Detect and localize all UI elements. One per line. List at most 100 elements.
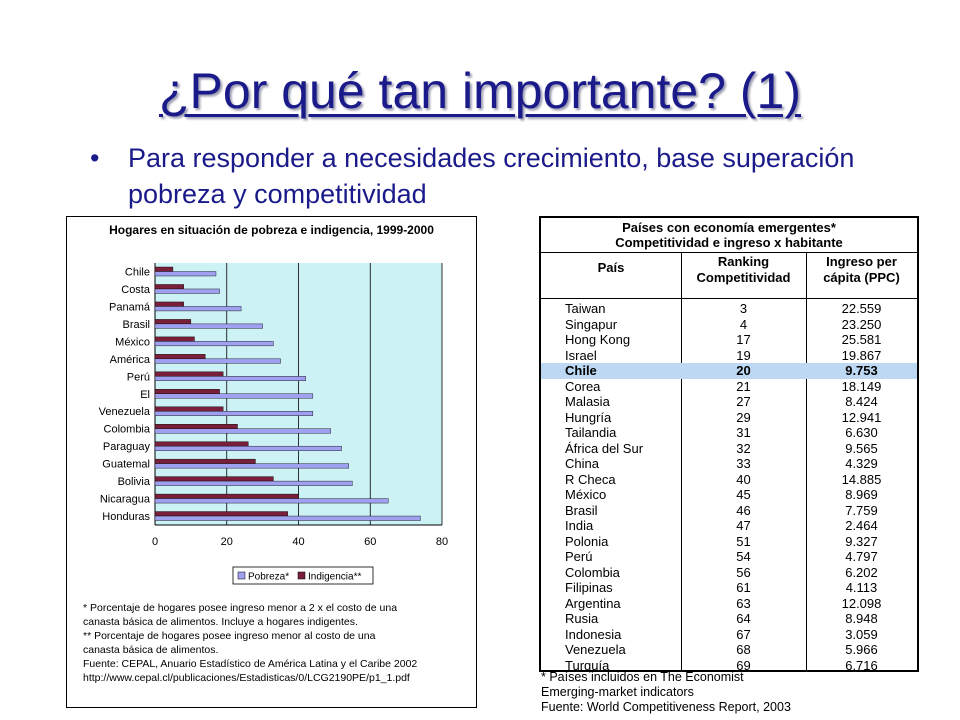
- cell-pais: Taiwan: [565, 301, 606, 316]
- bar-pobreza: [154, 358, 281, 364]
- cell-ranking: 40: [736, 471, 751, 487]
- cell-ingreso: 4.797: [845, 549, 878, 564]
- bar-pobreza: [154, 323, 263, 329]
- cell-ingreso: 4.329: [845, 456, 878, 471]
- chart-title: Hogares en situación de pobreza e indige…: [109, 223, 434, 237]
- category-label: Panamá: [109, 301, 151, 313]
- table-note-line: Emerging-market indicators: [541, 685, 694, 699]
- cell-ranking: 68: [736, 642, 751, 657]
- cell-ingreso: 9.565: [845, 440, 878, 456]
- cell-pais: África del Sur: [565, 440, 644, 456]
- table-row: Hong Kong 17 25.581: [541, 332, 917, 348]
- category-label: Paraguay: [103, 441, 151, 453]
- table-row: Brasil 46 7.759: [541, 503, 917, 519]
- cell-ranking: 51: [736, 533, 751, 549]
- cell-ranking: 69: [736, 657, 751, 673]
- bar-indigencia: [154, 284, 184, 290]
- cell-pais: Turquía: [565, 657, 610, 673]
- category-label: México: [115, 336, 150, 348]
- cell-pais: China: [565, 456, 599, 471]
- x-tick-label: 40: [292, 536, 304, 548]
- bar-pobreza: [154, 445, 342, 451]
- cell-ingreso: 12.941: [841, 409, 882, 425]
- cell-ranking: 33: [736, 456, 751, 471]
- cell-pais: India: [565, 518, 594, 533]
- cell-pais: Singapur: [565, 316, 618, 332]
- x-tick-label: 60: [364, 536, 376, 548]
- cell-ingreso: 22.559: [841, 301, 882, 316]
- cell-ranking: 27: [736, 394, 751, 409]
- table-row: Corea 21 18.149: [541, 379, 917, 395]
- bar-pobreza: [154, 463, 349, 469]
- category-label: Chile: [125, 267, 150, 279]
- table-column-divider: [806, 252, 807, 670]
- cell-ingreso: 18.149: [841, 378, 882, 394]
- cell-ranking: 67: [736, 626, 751, 642]
- table-row: Singapur 4 23.250: [541, 317, 917, 333]
- cell-ranking: 61: [736, 580, 751, 595]
- cell-ingreso: 6.202: [845, 564, 878, 580]
- table-notes: * Países incluidos en The Economist Emerg…: [541, 670, 791, 715]
- footnote-line: canasta básica de alimentos. Incluye a h…: [83, 616, 358, 628]
- table-body: Taiwan 3 22.559 Singapur 4 23.250 Hong Kong 17 2…: [541, 301, 917, 673]
- bar-indigencia: [154, 354, 206, 360]
- slide-title: ¿Por qué tan importante? (1): [159, 63, 801, 119]
- bar-pobreza: [154, 271, 217, 277]
- bar-indigencia: [154, 301, 184, 307]
- footnote-line: * Porcentaje de hogares posee ingreso me…: [83, 602, 398, 614]
- table-row: Filipinas 61 4.113: [541, 580, 917, 596]
- poverty-chart-panel: Hogares en situación de pobreza e indige…: [66, 216, 477, 708]
- cell-pais: Colombia: [565, 564, 620, 580]
- cell-pais: Israel: [565, 347, 597, 363]
- table-row: India 47 2.464: [541, 518, 917, 534]
- category-label: Costa: [121, 284, 151, 296]
- cell-ranking: 17: [736, 332, 751, 347]
- category-label: Brasil: [122, 319, 150, 331]
- bar-pobreza: [154, 393, 314, 399]
- cell-ranking: 29: [736, 409, 751, 425]
- bar-pobreza: [154, 428, 331, 434]
- category-label: Nicaragua: [100, 494, 151, 506]
- legend-swatch: [297, 571, 306, 580]
- legend-label: Pobreza*: [248, 572, 289, 583]
- cell-ingreso: 9.327: [845, 533, 878, 549]
- category-label: Guatemal: [102, 459, 150, 471]
- cell-ingreso: 12.098: [841, 595, 882, 611]
- x-tick-label: 20: [221, 536, 233, 548]
- bar-pobreza: [154, 306, 242, 312]
- bar-pobreza: [154, 498, 389, 504]
- bar-pobreza: [154, 376, 306, 382]
- table-row: Rusia 64 8.948: [541, 611, 917, 627]
- cell-ranking: 31: [736, 425, 751, 440]
- header-ingreso: Ingreso per cápita (PPC): [823, 254, 900, 285]
- category-label: América: [110, 354, 151, 366]
- cell-ranking: 4: [739, 316, 748, 332]
- cell-pais: Hong Kong: [565, 332, 631, 347]
- bar-pobreza: [154, 480, 353, 486]
- bar-indigencia: [154, 336, 195, 342]
- cell-ranking: 20: [736, 363, 751, 378]
- bar-indigencia: [154, 423, 238, 429]
- table-row: Turquía 69 6.716: [541, 658, 917, 674]
- cell-ranking: 19: [736, 347, 751, 363]
- table-row: Chile 20 9.753: [541, 363, 917, 379]
- bar-indigencia: [154, 371, 224, 377]
- cell-ingreso: 25.581: [841, 332, 882, 347]
- bar-pobreza: [154, 411, 314, 416]
- cell-ranking: 32: [736, 440, 751, 456]
- cell-pais: Polonia: [565, 533, 609, 549]
- cell-pais: Hungría: [565, 409, 612, 425]
- bar-indigencia: [154, 493, 299, 499]
- cell-ingreso: 23.250: [841, 316, 882, 332]
- table-row: Perú 54 4.797: [541, 549, 917, 565]
- x-tick-label: 0: [152, 536, 158, 548]
- cell-pais: Perú: [565, 549, 593, 564]
- table-row: Tailandia 31 6.630: [541, 425, 917, 441]
- category-label: Honduras: [102, 511, 150, 523]
- cell-ranking: 47: [736, 518, 751, 533]
- cell-pais: Rusia: [565, 611, 599, 626]
- table-row: R Checa 40 14.885: [541, 472, 917, 488]
- cell-pais: México: [565, 487, 607, 502]
- cell-ingreso: 19.867: [841, 347, 882, 363]
- bar-indigencia: [154, 511, 288, 517]
